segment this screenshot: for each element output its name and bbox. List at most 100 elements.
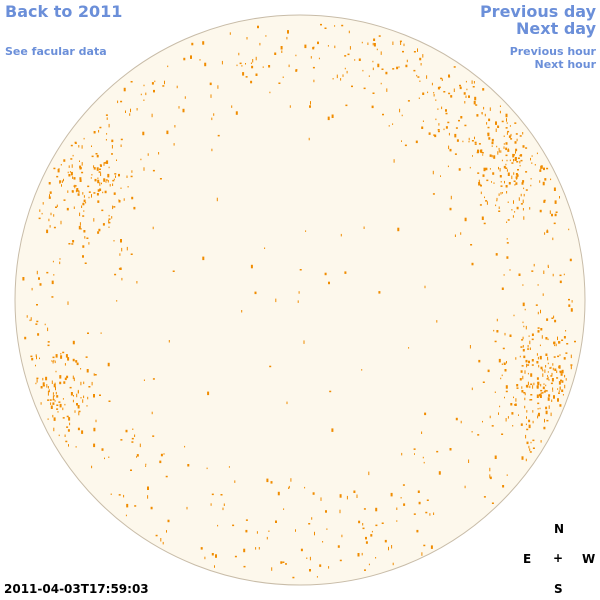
facula-mark [522, 145, 525, 148]
see-facular-data-link[interactable]: See facular data [5, 45, 107, 58]
facula-mark [558, 392, 560, 394]
facula-mark [432, 193, 435, 195]
facula-mark [295, 70, 298, 72]
facula-mark [561, 380, 564, 383]
facula-mark [99, 394, 101, 396]
facula-mark [104, 457, 105, 460]
facula-mark [381, 68, 384, 70]
facula-mark [370, 534, 373, 537]
facula-mark [309, 105, 311, 108]
facula-mark [477, 434, 480, 436]
facula-mark [116, 300, 118, 302]
facula-mark [413, 448, 416, 450]
facula-mark [115, 175, 116, 178]
facula-mark [88, 386, 91, 388]
facula-mark [82, 245, 85, 248]
facula-mark [510, 403, 513, 406]
facula-mark [416, 74, 418, 77]
facula-mark [483, 167, 486, 172]
facula-mark [544, 369, 546, 373]
facula-mark [79, 177, 82, 180]
facula-mark [519, 355, 521, 358]
facula-mark [113, 192, 116, 195]
facula-mark [476, 151, 479, 154]
back-to-year-link[interactable]: Back to 2011 [5, 2, 123, 21]
facula-mark [35, 382, 37, 385]
facula-mark [540, 165, 542, 170]
facula-mark [372, 60, 374, 63]
facula-mark [245, 63, 246, 65]
facula-mark [172, 270, 175, 272]
facula-mark [551, 372, 553, 376]
facula-mark [511, 162, 514, 164]
next-day-link[interactable]: Next day [516, 19, 596, 38]
facula-mark [563, 273, 565, 276]
facula-mark [519, 135, 522, 137]
facula-mark [99, 126, 102, 129]
facula-mark [510, 138, 513, 140]
facula-mark [558, 390, 560, 392]
facula-mark [517, 169, 519, 171]
facula-mark [525, 458, 527, 462]
facula-mark [570, 308, 573, 312]
facula-mark [354, 59, 356, 61]
facula-mark [445, 112, 448, 115]
previous-hour-link[interactable]: Previous hour [509, 45, 596, 58]
facula-mark [56, 175, 59, 178]
compass-center-marker: + [553, 551, 564, 565]
facula-mark [78, 190, 80, 193]
facula-mark [544, 232, 546, 235]
facula-mark [542, 181, 545, 186]
facula-mark [526, 441, 529, 445]
facula-mark [281, 50, 283, 53]
facula-mark [384, 539, 387, 543]
facula-mark [186, 506, 188, 510]
facula-mark [165, 475, 168, 478]
facula-mark [93, 131, 96, 134]
facula-mark [86, 237, 89, 239]
facula-mark [528, 445, 530, 449]
facula-mark [515, 357, 517, 360]
facula-mark [339, 494, 342, 498]
facula-mark [553, 395, 555, 399]
facula-mark [407, 100, 410, 102]
facula-mark [522, 349, 525, 352]
solar-disk [14, 14, 586, 586]
facula-mark [454, 153, 457, 155]
facula-mark [529, 426, 531, 428]
facula-mark [126, 503, 129, 508]
previous-day-link[interactable]: Previous day [479, 2, 596, 21]
facula-mark [458, 168, 461, 171]
facula-mark [520, 423, 523, 426]
facula-mark [547, 264, 549, 268]
facula-mark [73, 206, 75, 209]
facula-mark [537, 311, 539, 315]
facula-mark [510, 133, 512, 137]
facula-mark [499, 110, 501, 114]
facula-mark [513, 154, 515, 156]
facula-mark [46, 384, 48, 388]
facula-mark [539, 180, 541, 183]
facula-mark [228, 466, 230, 468]
facula-mark [71, 190, 73, 192]
facula-mark [66, 426, 69, 428]
facula-mark [98, 171, 101, 173]
facula-mark [521, 386, 523, 389]
facula-mark [295, 69, 298, 71]
facula-mark [524, 397, 526, 401]
facula-mark [413, 513, 416, 515]
facula-mark [559, 386, 561, 389]
facula-mark [242, 72, 245, 76]
facula-mark [523, 193, 525, 197]
facula-mark [103, 178, 106, 182]
facula-mark [484, 196, 485, 199]
facula-mark [266, 478, 269, 483]
facula-mark [63, 381, 66, 384]
facula-mark [94, 374, 97, 376]
next-hour-link[interactable]: Next hour [534, 58, 597, 71]
facula-mark [287, 30, 289, 34]
facula-mark [471, 80, 473, 84]
facula-mark [433, 134, 436, 136]
facula-mark [111, 139, 114, 143]
facula-mark [403, 43, 405, 47]
